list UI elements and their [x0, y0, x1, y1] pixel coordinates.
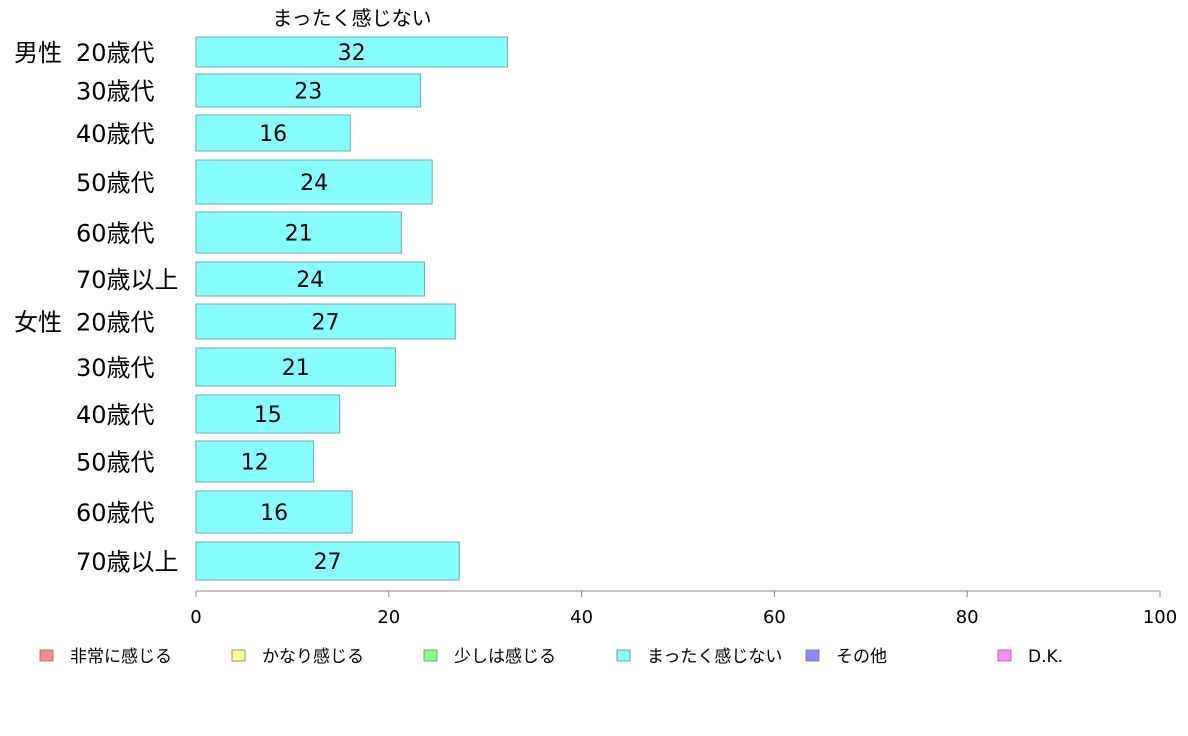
category-label: 50歳代 — [76, 169, 155, 197]
bar — [195, 394, 341, 434]
category-label: 70歳以上 — [76, 548, 179, 576]
bar-value-label: 12 — [241, 451, 269, 476]
legend-label: かなり感じる — [262, 647, 364, 667]
legend-label: 非常に感じる — [70, 647, 172, 667]
legend-swatch — [805, 649, 820, 662]
x-axis: 0 20 40 60 80 100 — [190, 590, 1177, 628]
category-label: 60歳代 — [76, 499, 155, 527]
bar-value-label: 16 — [260, 501, 288, 526]
bar-value-label: 27 — [312, 311, 340, 336]
bar-value-label: 24 — [300, 171, 328, 196]
bar — [195, 303, 456, 340]
bar-value-label: 15 — [254, 403, 282, 428]
legend-swatch — [231, 649, 246, 662]
x-tick-label: 60 — [763, 607, 786, 628]
category-label: 40歳代 — [76, 401, 155, 429]
bar — [195, 36, 508, 68]
bar — [195, 490, 353, 534]
x-tick-label: 40 — [570, 607, 593, 628]
bar — [195, 159, 433, 205]
bar — [195, 347, 397, 387]
category-label: 70歳以上 — [76, 266, 179, 294]
legend-swatch — [39, 649, 54, 662]
bar-value-label: 24 — [296, 268, 324, 293]
category-label: 60歳代 — [76, 220, 155, 248]
group-label: 男性 — [14, 39, 62, 67]
bar-value-label: 27 — [314, 550, 342, 575]
bar — [195, 73, 422, 108]
legend-swatch — [997, 649, 1012, 662]
legend-label: その他 — [836, 647, 887, 667]
category-label: 20歳代 — [76, 39, 155, 67]
bar-value-label: 23 — [294, 80, 322, 105]
series-title: まったく感じない — [272, 6, 431, 30]
legend-swatch — [616, 649, 631, 662]
x-tick-label: 0 — [190, 607, 201, 628]
bar-value-label: 21 — [285, 222, 313, 247]
bar-value-label: 32 — [338, 41, 366, 66]
legend-label: D.K. — [1028, 647, 1063, 667]
x-tick-label: 80 — [956, 607, 979, 628]
x-tick-label: 100 — [1143, 607, 1177, 628]
legend-label: まったく感じない — [647, 647, 782, 667]
bar-value-label: 16 — [259, 122, 287, 147]
category-label: 30歳代 — [76, 354, 155, 382]
bar — [195, 261, 425, 297]
category-label: 30歳代 — [76, 78, 155, 106]
category-label: 20歳代 — [76, 309, 155, 337]
x-tick-label: 20 — [377, 607, 400, 628]
legend-label: 少しは感じる — [454, 647, 556, 667]
group-label: 女性 — [14, 309, 62, 337]
bar — [195, 114, 351, 152]
legend: 非常に感じる かなり感じる 少しは感じる まったく感じない その他 D.K. — [39, 647, 1063, 667]
category-label: 40歳代 — [76, 120, 155, 148]
category-label: 50歳代 — [76, 449, 155, 477]
bar — [195, 541, 460, 581]
bar-value-label: 21 — [282, 356, 310, 381]
legend-swatch — [423, 649, 438, 662]
bar — [195, 211, 402, 254]
bar — [195, 440, 315, 483]
